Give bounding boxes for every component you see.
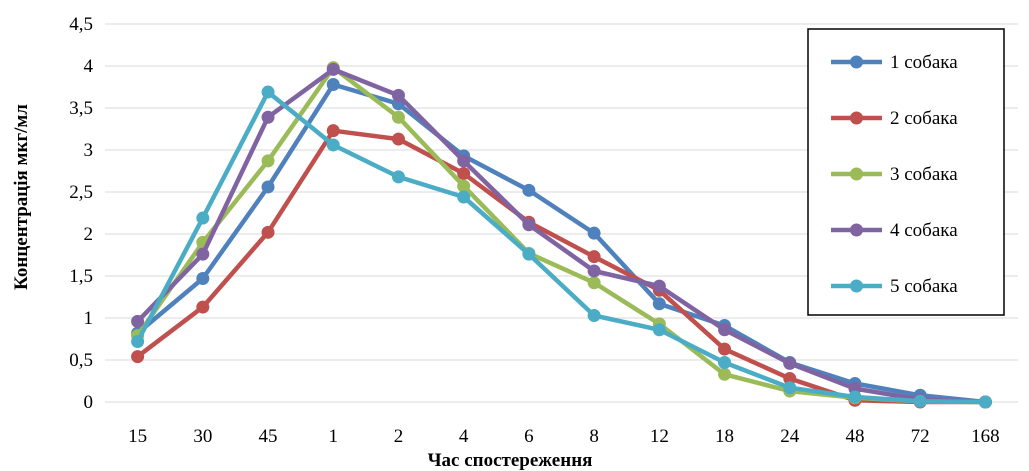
x-tick-label: 15 [128,426,147,447]
data-point [261,154,275,168]
x-tick-label: 6 [524,426,534,447]
legend-swatch-marker [850,167,863,181]
series-line [135,67,986,405]
data-point [457,154,471,168]
data-point [196,272,210,286]
data-point [131,314,145,328]
y-tick-label: 2,5 [69,182,93,203]
data-point [587,250,601,264]
data-point [261,180,275,194]
y-tick-label: 3,5 [69,98,93,119]
data-point [326,138,340,152]
y-tick-label: 4 [84,56,94,77]
data-point [718,342,732,356]
data-point [522,218,536,232]
y-tick-label: 3 [84,140,94,161]
x-tick-label: 2 [394,426,404,447]
legend-swatch-marker [850,111,863,125]
legend-item: 5 собака [831,276,958,297]
gridlines [105,23,1018,403]
y-tick-label: 0 [84,392,94,413]
legend-swatch-marker [850,279,863,293]
data-point [913,394,927,408]
data-point [391,110,405,124]
data-point [196,247,210,261]
data-point [261,225,275,239]
y-axis-title: Концентрація мкг/мл [11,104,32,290]
data-point [718,356,732,370]
data-point [457,190,471,204]
x-tick-label: 18 [715,426,734,447]
data-point [652,279,666,293]
data-point [326,77,340,91]
data-point [718,323,732,337]
data-point [196,300,210,314]
legend-item: 3 собака [831,164,958,185]
data-point [978,395,992,409]
y-tick-label: 1,5 [69,266,93,287]
data-point [783,381,797,395]
legend-label: 3 собака [890,164,958,185]
data-point [261,110,275,124]
data-point [196,211,210,225]
x-tick-label: 24 [780,426,800,447]
legend-label: 4 собака [890,220,958,241]
x-tick-label: 1 [329,426,339,447]
series-5 [131,85,992,409]
legend-label: 5 собака [890,276,958,297]
data-point [587,276,601,290]
series-line [136,82,986,405]
x-axis-ticks: 15 30 45 1 2 4 6 8 12 18 24 48 72 168 [128,426,1000,447]
data-point [457,179,471,193]
legend-swatch-marker [850,223,863,237]
data-point [522,183,536,197]
data-point [326,124,340,138]
y-tick-label: 2 [84,224,94,245]
x-tick-label: 12 [650,426,669,447]
legend-item: 1 собака [831,52,958,73]
data-point [131,350,145,364]
data-point [587,308,601,322]
data-point [391,132,405,146]
legend-item: 4 собака [831,220,958,241]
data-point [848,390,862,404]
x-tick-label: 72 [911,426,930,447]
data-point [522,247,536,261]
data-point [783,371,797,385]
series-line [135,89,986,405]
x-tick-label: 45 [259,426,278,447]
data-point [326,62,340,76]
data-point [718,367,732,381]
x-tick-label: 48 [845,426,864,447]
data-point [587,226,601,240]
data-point [652,323,666,337]
data-point [457,167,471,181]
data-point [261,85,275,99]
x-tick-label: 30 [193,426,212,447]
data-point [391,170,405,184]
y-axis-ticks: 0 0,5 1 1,5 2 2,5 3 3,5 4 4,5 [69,14,93,413]
data-point [391,88,405,102]
legend-item: 2 собака [831,108,958,129]
y-tick-label: 4,5 [69,14,93,35]
data-point [131,335,145,349]
data-point [587,264,601,278]
legend-label: 1 собака [890,52,958,73]
x-axis-title: Час спостереження [428,450,593,471]
y-tick-label: 0,5 [69,350,93,371]
legend-label: 2 собака [890,108,958,129]
x-tick-label: 168 [971,426,1000,447]
legend-swatch-marker [850,55,863,69]
series-lines [131,61,992,409]
y-tick-label: 1 [84,308,94,329]
data-point [652,297,666,311]
x-tick-label: 4 [459,426,469,447]
x-tick-label: 8 [589,426,599,447]
data-point [783,356,797,370]
legend: 1 собака 2 собака 3 собака 4 собака 5 собака [807,28,1005,316]
